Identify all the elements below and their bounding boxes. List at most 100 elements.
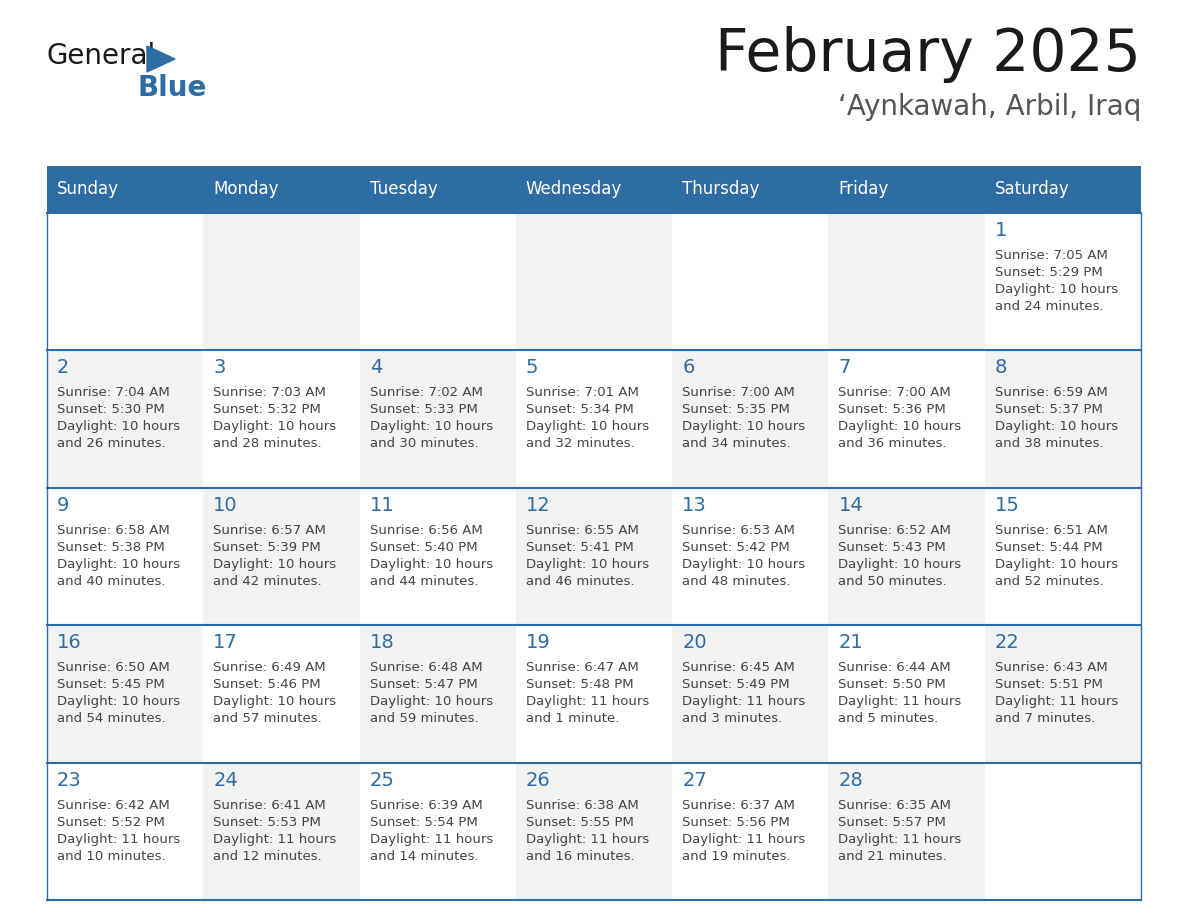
Text: Sunrise: 6:50 AM: Sunrise: 6:50 AM — [57, 661, 170, 674]
Text: 11: 11 — [369, 496, 394, 515]
Text: Daylight: 10 hours: Daylight: 10 hours — [369, 558, 493, 571]
Text: Sunrise: 7:03 AM: Sunrise: 7:03 AM — [214, 386, 327, 399]
Text: 15: 15 — [994, 496, 1019, 515]
Text: and 1 minute.: and 1 minute. — [526, 712, 619, 725]
Bar — [203, 487, 360, 625]
Text: 24: 24 — [214, 770, 238, 789]
Text: Sunrise: 7:01 AM: Sunrise: 7:01 AM — [526, 386, 639, 399]
Text: Tuesday: Tuesday — [369, 181, 437, 198]
Text: Sunrise: 6:38 AM: Sunrise: 6:38 AM — [526, 799, 639, 812]
Text: Sunset: 5:44 PM: Sunset: 5:44 PM — [994, 541, 1102, 554]
Text: Sunset: 5:39 PM: Sunset: 5:39 PM — [214, 541, 321, 554]
Text: Daylight: 10 hours: Daylight: 10 hours — [214, 558, 336, 571]
Bar — [48, 625, 203, 763]
Text: Sunrise: 6:41 AM: Sunrise: 6:41 AM — [214, 799, 326, 812]
Text: 14: 14 — [839, 496, 864, 515]
Text: Sunrise: 7:00 AM: Sunrise: 7:00 AM — [839, 386, 952, 399]
Text: 23: 23 — [57, 770, 82, 789]
Text: Sunset: 5:47 PM: Sunset: 5:47 PM — [369, 678, 478, 691]
Text: Daylight: 10 hours: Daylight: 10 hours — [526, 420, 649, 433]
Text: Sunrise: 6:49 AM: Sunrise: 6:49 AM — [214, 661, 326, 674]
Text: 13: 13 — [682, 496, 707, 515]
Text: Daylight: 10 hours: Daylight: 10 hours — [682, 420, 805, 433]
Text: and 24 minutes.: and 24 minutes. — [994, 300, 1104, 313]
Text: Daylight: 11 hours: Daylight: 11 hours — [839, 695, 961, 708]
Text: Sunset: 5:46 PM: Sunset: 5:46 PM — [214, 678, 321, 691]
Text: Daylight: 10 hours: Daylight: 10 hours — [526, 558, 649, 571]
Bar — [828, 351, 985, 487]
Text: and 57 minutes.: and 57 minutes. — [214, 712, 322, 725]
Text: 4: 4 — [369, 358, 383, 377]
Text: Sunset: 5:30 PM: Sunset: 5:30 PM — [57, 403, 165, 417]
Bar — [516, 625, 672, 763]
Text: Sunrise: 6:58 AM: Sunrise: 6:58 AM — [57, 524, 170, 537]
Text: and 38 minutes.: and 38 minutes. — [994, 437, 1104, 451]
Text: Sunset: 5:29 PM: Sunset: 5:29 PM — [994, 266, 1102, 279]
Text: Sunrise: 6:35 AM: Sunrise: 6:35 AM — [839, 799, 952, 812]
Bar — [203, 213, 360, 351]
Text: 10: 10 — [214, 496, 238, 515]
Bar — [985, 213, 1140, 351]
Text: Wednesday: Wednesday — [526, 181, 623, 198]
Text: Sunrise: 6:44 AM: Sunrise: 6:44 AM — [839, 661, 952, 674]
Bar — [672, 213, 828, 351]
Text: and 52 minutes.: and 52 minutes. — [994, 575, 1104, 588]
Bar — [672, 351, 828, 487]
Text: Daylight: 10 hours: Daylight: 10 hours — [682, 558, 805, 571]
Text: Sunset: 5:48 PM: Sunset: 5:48 PM — [526, 678, 633, 691]
Bar — [516, 487, 672, 625]
Text: Daylight: 10 hours: Daylight: 10 hours — [369, 695, 493, 708]
Text: Sunset: 5:53 PM: Sunset: 5:53 PM — [214, 815, 321, 829]
Bar — [516, 351, 672, 487]
Text: Daylight: 10 hours: Daylight: 10 hours — [369, 420, 493, 433]
Text: Daylight: 10 hours: Daylight: 10 hours — [839, 558, 961, 571]
Text: and 30 minutes.: and 30 minutes. — [369, 437, 479, 451]
Text: Friday: Friday — [839, 181, 889, 198]
Text: and 34 minutes.: and 34 minutes. — [682, 437, 791, 451]
Text: Daylight: 10 hours: Daylight: 10 hours — [57, 558, 181, 571]
Text: 22: 22 — [994, 633, 1019, 652]
Text: Daylight: 10 hours: Daylight: 10 hours — [994, 283, 1118, 296]
Bar — [985, 487, 1140, 625]
Text: Thursday: Thursday — [682, 181, 759, 198]
Text: 20: 20 — [682, 633, 707, 652]
Text: Sunset: 5:36 PM: Sunset: 5:36 PM — [839, 403, 946, 417]
Text: 18: 18 — [369, 633, 394, 652]
Text: Daylight: 11 hours: Daylight: 11 hours — [682, 695, 805, 708]
Text: Sunrise: 7:02 AM: Sunrise: 7:02 AM — [369, 386, 482, 399]
Text: Daylight: 11 hours: Daylight: 11 hours — [994, 695, 1118, 708]
Text: Sunset: 5:45 PM: Sunset: 5:45 PM — [57, 678, 165, 691]
Text: Sunrise: 7:04 AM: Sunrise: 7:04 AM — [57, 386, 170, 399]
Bar — [48, 487, 203, 625]
Bar — [360, 351, 516, 487]
Text: 3: 3 — [214, 358, 226, 377]
Text: Sunset: 5:34 PM: Sunset: 5:34 PM — [526, 403, 633, 417]
Bar — [985, 625, 1140, 763]
Text: General: General — [48, 42, 157, 70]
Text: and 59 minutes.: and 59 minutes. — [369, 712, 479, 725]
Text: Sunset: 5:38 PM: Sunset: 5:38 PM — [57, 541, 165, 554]
Bar — [360, 625, 516, 763]
Bar — [516, 213, 672, 351]
Text: and 40 minutes.: and 40 minutes. — [57, 575, 165, 588]
Text: Monday: Monday — [214, 181, 279, 198]
Text: Sunrise: 6:39 AM: Sunrise: 6:39 AM — [369, 799, 482, 812]
Text: Sunset: 5:42 PM: Sunset: 5:42 PM — [682, 541, 790, 554]
Text: and 26 minutes.: and 26 minutes. — [57, 437, 165, 451]
Text: and 16 minutes.: and 16 minutes. — [526, 849, 634, 863]
Text: February 2025: February 2025 — [715, 26, 1140, 83]
Bar — [48, 351, 203, 487]
Text: Sunrise: 6:52 AM: Sunrise: 6:52 AM — [839, 524, 952, 537]
Text: Sunset: 5:54 PM: Sunset: 5:54 PM — [369, 815, 478, 829]
Text: Sunrise: 6:51 AM: Sunrise: 6:51 AM — [994, 524, 1107, 537]
Text: Daylight: 11 hours: Daylight: 11 hours — [526, 833, 649, 845]
Text: Sunset: 5:51 PM: Sunset: 5:51 PM — [994, 678, 1102, 691]
Text: and 7 minutes.: and 7 minutes. — [994, 712, 1095, 725]
Polygon shape — [147, 46, 175, 72]
Text: 19: 19 — [526, 633, 550, 652]
Text: Sunrise: 6:48 AM: Sunrise: 6:48 AM — [369, 661, 482, 674]
Text: Sunrise: 7:00 AM: Sunrise: 7:00 AM — [682, 386, 795, 399]
Bar — [203, 763, 360, 900]
Text: Sunset: 5:40 PM: Sunset: 5:40 PM — [369, 541, 478, 554]
Bar — [360, 763, 516, 900]
